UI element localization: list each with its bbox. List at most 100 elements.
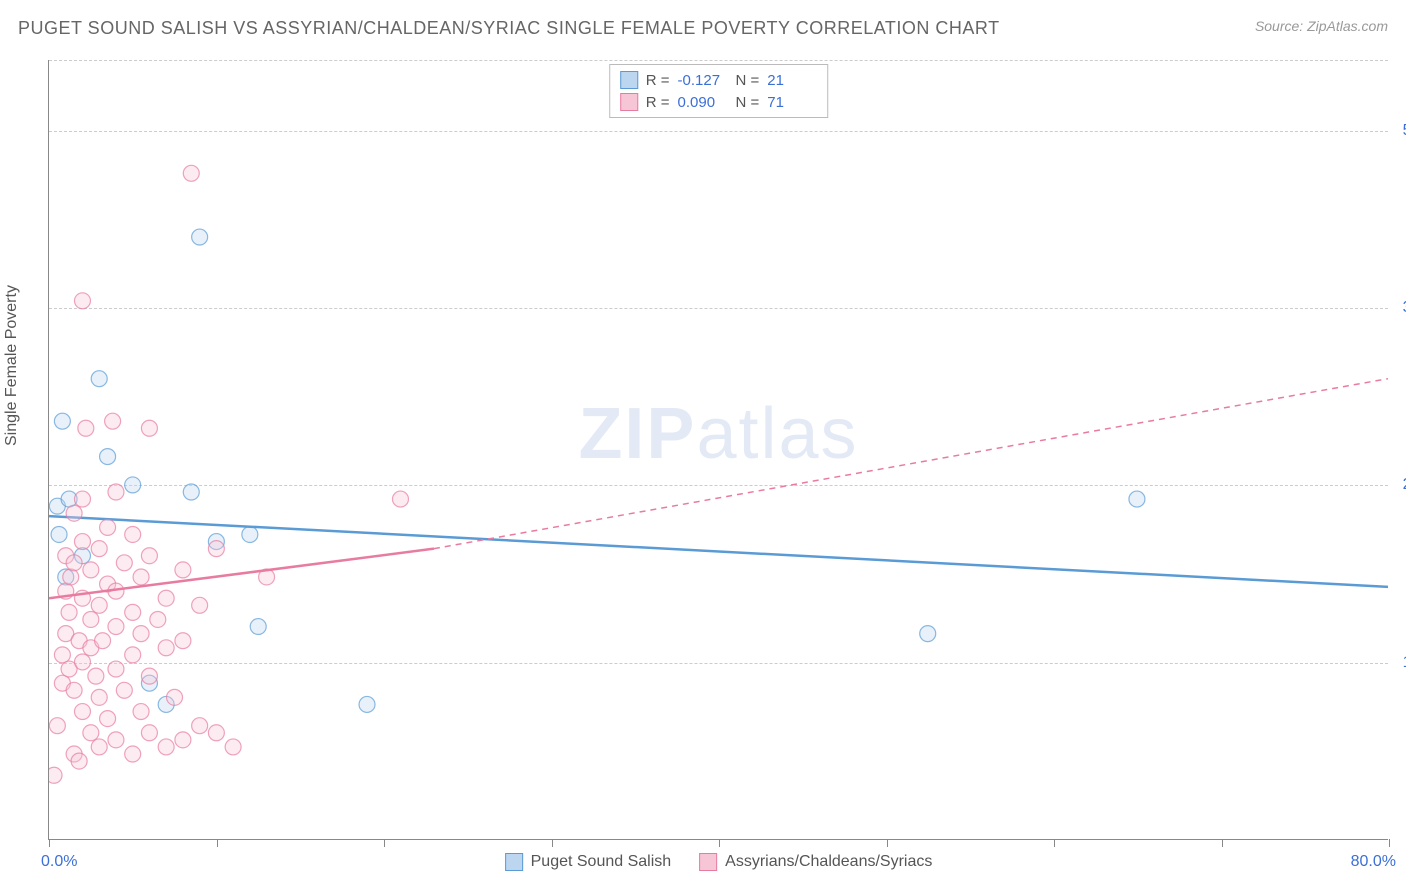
data-point xyxy=(108,661,124,677)
data-point xyxy=(359,696,375,712)
data-point xyxy=(175,633,191,649)
source-label: Source: ZipAtlas.com xyxy=(1255,18,1388,34)
data-point xyxy=(66,682,82,698)
trend-line-dashed xyxy=(434,379,1388,549)
data-point xyxy=(91,739,107,755)
data-point xyxy=(71,753,87,769)
legend-item: Puget Sound Salish xyxy=(505,853,672,871)
legend-n-label: N = xyxy=(736,94,760,111)
x-tick xyxy=(552,839,553,847)
x-tick xyxy=(887,839,888,847)
data-point xyxy=(116,555,132,571)
data-point xyxy=(108,732,124,748)
data-point xyxy=(225,739,241,755)
data-point xyxy=(91,541,107,557)
legend-r-label: R = xyxy=(646,94,670,111)
data-point xyxy=(920,626,936,642)
data-point xyxy=(392,491,408,507)
data-point xyxy=(175,732,191,748)
trend-line xyxy=(49,549,434,599)
data-point xyxy=(141,668,157,684)
trend-line xyxy=(49,516,1388,587)
data-point xyxy=(95,633,111,649)
data-point xyxy=(125,604,141,620)
data-point xyxy=(100,711,116,727)
data-point xyxy=(183,484,199,500)
data-point xyxy=(158,640,174,656)
data-point xyxy=(83,725,99,741)
data-point xyxy=(105,413,121,429)
data-point xyxy=(1129,491,1145,507)
x-tick xyxy=(49,839,50,847)
data-point xyxy=(125,746,141,762)
data-point xyxy=(125,477,141,493)
data-point xyxy=(74,293,90,309)
y-axis-label: Single Female Poverty xyxy=(3,285,21,446)
x-tick-max: 80.0% xyxy=(1351,853,1396,871)
data-point xyxy=(108,619,124,635)
data-point xyxy=(78,420,94,436)
data-point xyxy=(63,569,79,585)
legend-row: R = -0.127 N = 21 xyxy=(620,69,818,91)
legend-r-label: R = xyxy=(646,72,670,89)
data-point xyxy=(61,604,77,620)
data-point xyxy=(158,739,174,755)
data-point xyxy=(208,725,224,741)
data-point xyxy=(83,611,99,627)
data-point xyxy=(49,767,62,783)
data-point xyxy=(133,569,149,585)
data-point xyxy=(66,505,82,521)
legend-item: Assyrians/Chaldeans/Syriacs xyxy=(699,853,932,871)
data-point xyxy=(250,619,266,635)
data-point xyxy=(91,689,107,705)
data-point xyxy=(192,597,208,613)
series-legend: Puget Sound Salish Assyrians/Chaldeans/Sy… xyxy=(505,853,933,871)
data-point xyxy=(91,371,107,387)
legend-series-name: Assyrians/Chaldeans/Syriacs xyxy=(725,853,932,871)
x-tick xyxy=(1389,839,1390,847)
legend-swatch xyxy=(620,71,638,89)
data-point xyxy=(167,689,183,705)
legend-r-value: 0.090 xyxy=(678,94,728,111)
data-point xyxy=(51,526,67,542)
legend-swatch xyxy=(620,93,638,111)
data-point xyxy=(141,420,157,436)
data-point xyxy=(141,548,157,564)
data-point xyxy=(133,626,149,642)
data-point xyxy=(74,491,90,507)
legend-swatch xyxy=(699,853,717,871)
data-point xyxy=(74,534,90,550)
legend-n-label: N = xyxy=(736,72,760,89)
legend-row: R = 0.090 N = 71 xyxy=(620,91,818,113)
data-point xyxy=(125,647,141,663)
correlation-legend: R = -0.127 N = 21 R = 0.090 N = 71 xyxy=(609,64,829,118)
data-point xyxy=(88,668,104,684)
data-point xyxy=(100,449,116,465)
data-point xyxy=(116,682,132,698)
data-point xyxy=(192,229,208,245)
x-tick xyxy=(384,839,385,847)
data-point xyxy=(150,611,166,627)
data-point xyxy=(133,704,149,720)
y-tick-label: 25.0% xyxy=(1403,476,1406,494)
data-point xyxy=(74,654,90,670)
legend-n-value: 71 xyxy=(767,94,817,111)
data-point xyxy=(175,562,191,578)
legend-n-value: 21 xyxy=(767,72,817,89)
data-point xyxy=(192,718,208,734)
data-point xyxy=(208,541,224,557)
data-point xyxy=(108,484,124,500)
data-point xyxy=(54,413,70,429)
legend-r-value: -0.127 xyxy=(678,72,728,89)
chart-title: PUGET SOUND SALISH VS ASSYRIAN/CHALDEAN/… xyxy=(18,18,1000,39)
data-point xyxy=(83,562,99,578)
legend-swatch xyxy=(505,853,523,871)
data-point xyxy=(158,590,174,606)
data-point xyxy=(54,647,70,663)
data-point xyxy=(183,165,199,181)
data-point xyxy=(91,597,107,613)
data-point xyxy=(242,526,258,542)
chart-container: PUGET SOUND SALISH VS ASSYRIAN/CHALDEAN/… xyxy=(0,0,1406,892)
y-tick-label: 12.5% xyxy=(1403,654,1406,672)
data-point xyxy=(141,725,157,741)
